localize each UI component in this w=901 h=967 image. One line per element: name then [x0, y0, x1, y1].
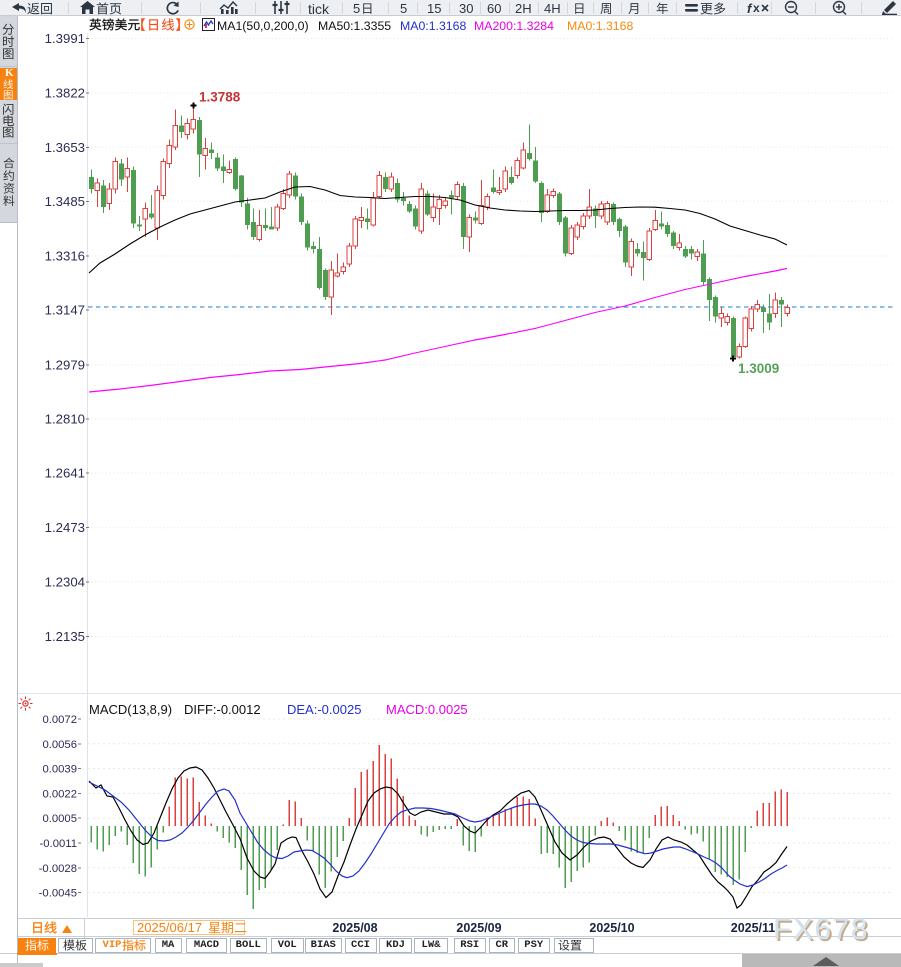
svg-text:1.3653: 1.3653 [45, 140, 85, 155]
svg-text:DIFF:-0.0012: DIFF:-0.0012 [184, 702, 261, 717]
svg-text:1.2304: 1.2304 [45, 574, 85, 589]
svg-text:1.2979: 1.2979 [45, 357, 85, 372]
svg-text:1.2641: 1.2641 [45, 466, 85, 481]
svg-text:1.3316: 1.3316 [45, 249, 85, 264]
svg-text:0.0039: 0.0039 [42, 764, 77, 776]
svg-text:1.3991: 1.3991 [45, 32, 85, 46]
svg-text:1.2473: 1.2473 [45, 520, 85, 535]
svg-text:1.2135: 1.2135 [45, 629, 85, 644]
svg-text:1.3788: 1.3788 [199, 90, 241, 105]
svg-text:1.3147: 1.3147 [45, 303, 85, 318]
svg-text:DEA:-0.0025: DEA:-0.0025 [287, 702, 361, 717]
svg-text:-0.0011: -0.0011 [40, 838, 77, 850]
svg-text:0.0056: 0.0056 [42, 739, 77, 751]
svg-text:1.3822: 1.3822 [45, 85, 85, 100]
svg-text:1.3485: 1.3485 [45, 194, 85, 209]
svg-text:0.0072: 0.0072 [42, 714, 77, 726]
svg-text:-0.0045: -0.0045 [39, 888, 77, 900]
svg-text:0.0005: 0.0005 [42, 813, 77, 825]
svg-text:-0.0028: -0.0028 [39, 863, 77, 875]
svg-text:1.3009: 1.3009 [738, 361, 779, 376]
svg-text:MACD:0.0025: MACD:0.0025 [386, 702, 468, 717]
svg-text:MACD(13,8,9): MACD(13,8,9) [89, 702, 172, 717]
svg-text:1.2810: 1.2810 [45, 411, 85, 426]
svg-text:0.0022: 0.0022 [42, 788, 77, 800]
